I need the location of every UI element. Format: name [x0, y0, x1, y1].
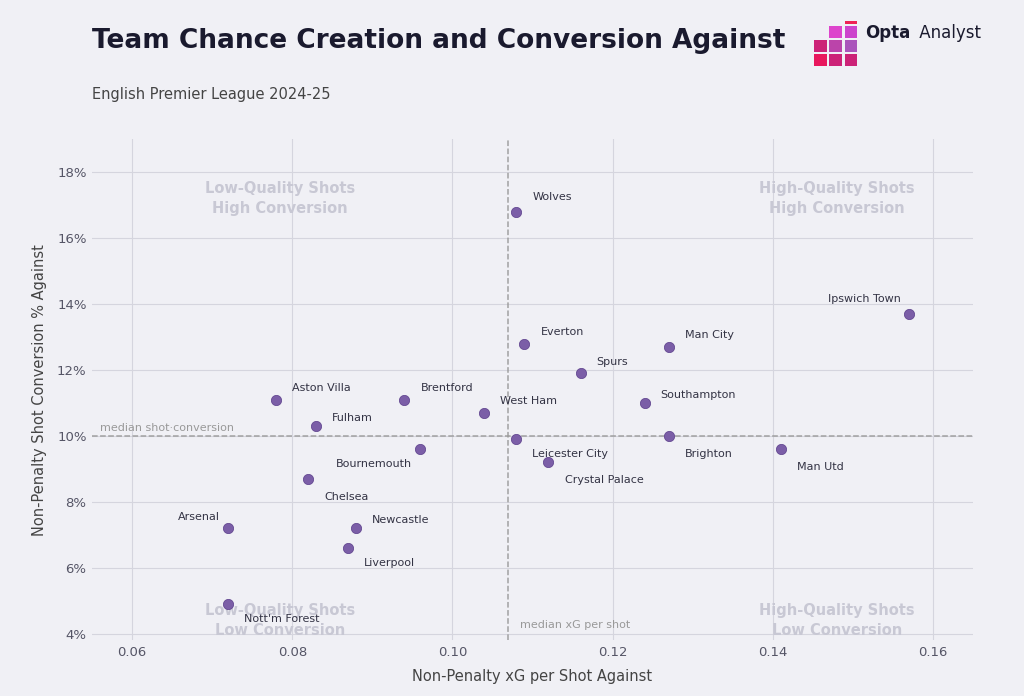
Text: Leicester City: Leicester City: [532, 449, 608, 459]
Text: Arsenal: Arsenal: [178, 512, 220, 521]
Text: Man City: Man City: [685, 331, 733, 340]
Text: Brighton: Brighton: [685, 449, 732, 459]
Text: Chelsea: Chelsea: [325, 492, 369, 502]
Text: High-Quality Shots
Low Conversion: High-Quality Shots Low Conversion: [759, 603, 914, 638]
Text: median shot·conversion: median shot·conversion: [100, 422, 234, 433]
Text: Bournemouth: Bournemouth: [336, 459, 413, 469]
Point: [516, 338, 532, 349]
Bar: [829, 40, 842, 52]
Text: Low-Quality Shots
High Conversion: Low-Quality Shots High Conversion: [205, 182, 355, 216]
X-axis label: Non-Penalty xG per Shot Against: Non-Penalty xG per Shot Against: [413, 669, 652, 683]
Bar: [845, 26, 857, 38]
Point: [508, 206, 524, 217]
Text: Low-Quality Shots
Low Conversion: Low-Quality Shots Low Conversion: [205, 603, 355, 638]
Text: Nott'm Forest: Nott'm Forest: [245, 614, 319, 624]
Point: [268, 394, 285, 405]
Point: [660, 430, 677, 441]
Point: [476, 407, 493, 418]
Point: [308, 420, 325, 432]
Text: Opta: Opta: [865, 24, 910, 42]
Point: [660, 341, 677, 352]
Text: Everton: Everton: [541, 327, 584, 337]
Bar: [829, 26, 842, 38]
Text: median xG per shot: median xG per shot: [520, 620, 631, 631]
Text: Spurs: Spurs: [597, 356, 628, 367]
Y-axis label: Non-Penalty Shot Conversion % Against: Non-Penalty Shot Conversion % Against: [33, 244, 47, 536]
Text: Team Chance Creation and Conversion Against: Team Chance Creation and Conversion Agai…: [92, 28, 785, 54]
Text: Aston Villa: Aston Villa: [292, 383, 351, 393]
Point: [396, 394, 413, 405]
Text: Southampton: Southampton: [660, 390, 736, 400]
Text: Crystal Palace: Crystal Palace: [564, 475, 643, 486]
Bar: [845, 40, 857, 52]
Point: [220, 599, 237, 610]
Point: [340, 542, 356, 553]
Text: Fulham: Fulham: [333, 413, 373, 422]
Text: Brentford: Brentford: [421, 383, 473, 393]
Point: [348, 523, 365, 534]
Bar: [829, 54, 842, 66]
Bar: [845, 54, 857, 66]
Bar: [845, 12, 857, 24]
Bar: [814, 54, 826, 66]
Text: Liverpool: Liverpool: [365, 558, 416, 568]
Text: Wolves: Wolves: [532, 192, 572, 202]
Point: [220, 523, 237, 534]
Point: [772, 443, 788, 454]
Point: [413, 443, 429, 454]
Point: [300, 473, 316, 484]
Text: Analyst: Analyst: [914, 24, 981, 42]
Text: English Premier League 2024-25: English Premier League 2024-25: [92, 87, 331, 102]
Text: Newcastle: Newcastle: [373, 515, 430, 525]
Point: [508, 434, 524, 445]
Bar: [814, 40, 826, 52]
Text: Man Utd: Man Utd: [797, 462, 844, 473]
Point: [541, 457, 557, 468]
Text: West Ham: West Ham: [501, 396, 557, 406]
Text: Ipswich Town: Ipswich Town: [827, 294, 901, 304]
Point: [900, 308, 916, 319]
Point: [636, 397, 652, 409]
Text: High-Quality Shots
High Conversion: High-Quality Shots High Conversion: [759, 182, 914, 216]
Point: [572, 367, 589, 379]
